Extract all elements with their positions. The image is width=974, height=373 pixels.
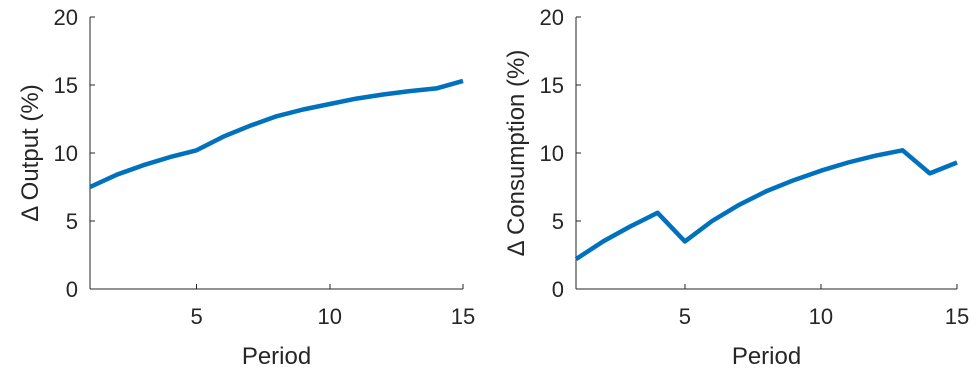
- consumption-series-line: [574, 148, 958, 261]
- output-series-line: [89, 78, 464, 190]
- consumption-chart-panel: 0 5 10 15 20 5 10 15 Period Δ Consumption (%): [503, 5, 969, 370]
- consumption-x-tick-label: 5: [679, 304, 691, 329]
- output-x-tick-label: 15: [451, 304, 475, 329]
- consumption-y-tick-label: 0: [552, 277, 564, 302]
- consumption-x-tick-label: 15: [945, 304, 969, 329]
- output-y-axis-title: Δ Output (%): [17, 84, 44, 221]
- output-y-tick-label: 10: [54, 141, 78, 166]
- consumption-y-axis-title: Δ Consumption (%): [503, 50, 530, 257]
- consumption-y-tick-label: 15: [540, 73, 564, 98]
- output-chart-panel: 0 5 10 15 20 5 10 15 Period Δ Output (%): [17, 5, 475, 370]
- consumption-x-tick-label: 10: [809, 304, 833, 329]
- output-y-tick-label: 20: [54, 5, 78, 30]
- output-x-axis-title: Period: [242, 343, 311, 370]
- consumption-x-axis-title: Period: [732, 343, 801, 370]
- output-y-tick-label: 5: [66, 209, 78, 234]
- output-y-tick-label: 15: [54, 73, 78, 98]
- output-x-tick-label: 5: [190, 304, 202, 329]
- consumption-y-tick-label: 5: [552, 209, 564, 234]
- consumption-y-tick-label: 20: [540, 5, 564, 30]
- output-y-tick-label: 0: [66, 277, 78, 302]
- output-x-tick-label: 10: [318, 304, 342, 329]
- consumption-y-tick-label: 10: [540, 141, 564, 166]
